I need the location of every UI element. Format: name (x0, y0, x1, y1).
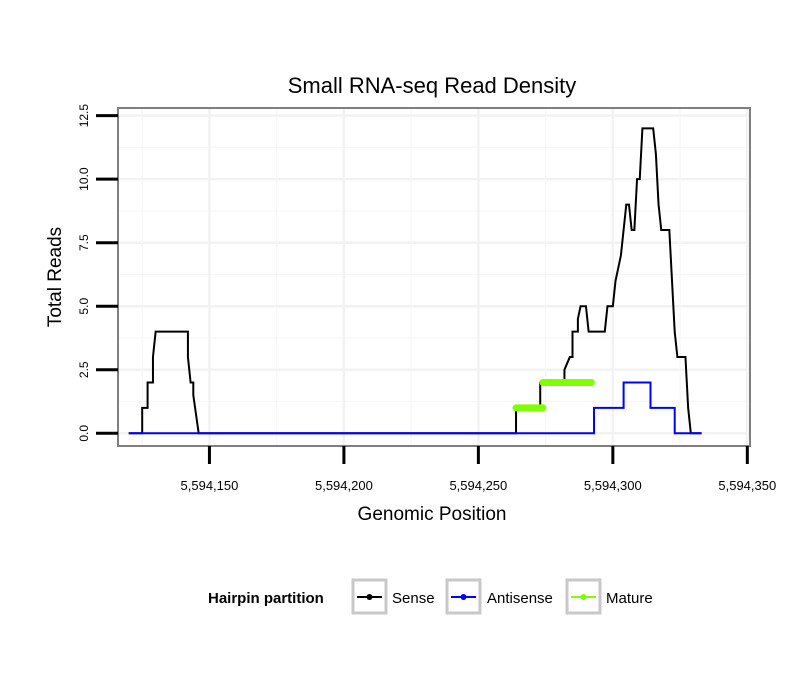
series-layer (128, 127, 702, 435)
y-tick-label: 7.5 (77, 234, 91, 251)
y-tick-label: 2.5 (77, 361, 91, 378)
chart-title: Small RNA-seq Read Density (288, 73, 577, 98)
y-tick-label: 0.0 (77, 425, 91, 442)
x-axis-ticks: 5,594,150 5,594,200 5,594,250 5,594,300 5,59… (181, 446, 776, 493)
y-axis-ticks: 0.0 2.5 5.0 7.5 10.0 12.5 (77, 104, 118, 442)
x-axis-label: Genomic Position (358, 504, 507, 525)
legend-key-point (366, 594, 373, 600)
legend-item-mature: Mature (565, 578, 653, 615)
series-line-antisense (128, 381, 702, 435)
legend-item-sense: Sense (351, 578, 435, 615)
y-axis-label: Total Reads (45, 227, 66, 327)
legend-label: Sense (392, 590, 435, 607)
legend-item-antisense: Antisense (445, 578, 553, 615)
x-tick-label: 5,594,150 (181, 478, 239, 493)
legend-key-point (460, 594, 467, 600)
legend-label: Mature (606, 590, 653, 607)
x-tick-label: 5,594,350 (718, 478, 776, 493)
plot-border (117, 107, 751, 447)
y-tick-label: 5.0 (77, 298, 91, 315)
legend-key-point (580, 594, 587, 600)
series-line-sense (128, 127, 702, 435)
series-antisense (128, 381, 702, 435)
grid (119, 109, 749, 445)
legend-title: Hairpin partition (208, 590, 324, 607)
series-sense (128, 127, 702, 435)
y-tick-label: 12.5 (77, 104, 91, 128)
legend-label: Antisense (487, 590, 553, 607)
x-tick-label: 5,594,200 (315, 478, 373, 493)
plot-area: 0.02.55.07.510.012.5 5,594,150 5,594,200 5… (77, 104, 776, 493)
series-mature (512, 378, 595, 412)
legend: Hairpin partition Sense Antisense Mature (208, 578, 653, 615)
x-tick-label: 5,594,250 (449, 478, 507, 493)
y-tick-label: 10.0 (77, 167, 91, 191)
x-tick-label: 5,594,300 (584, 478, 642, 493)
